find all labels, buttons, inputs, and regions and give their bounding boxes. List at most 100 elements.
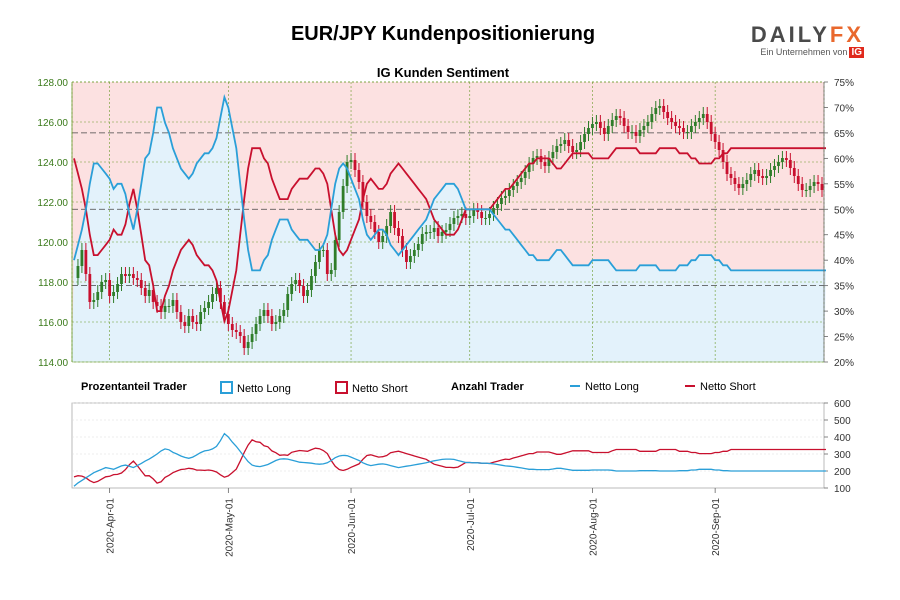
- candle-body: [721, 150, 725, 162]
- candle: [104, 273, 108, 289]
- candle: [278, 309, 282, 329]
- candle: [737, 177, 741, 195]
- price-tick-label: 118.00: [38, 278, 68, 289]
- candle-body: [614, 116, 618, 120]
- candle-body: [484, 218, 487, 219]
- candle-body: [598, 122, 602, 128]
- candle-body: [329, 270, 333, 274]
- candle-body: [697, 118, 701, 122]
- candle-body: [769, 170, 772, 176]
- candle: [749, 167, 753, 187]
- candle: [84, 243, 88, 281]
- candle-body: [468, 216, 472, 218]
- chart-title: EUR/JPY Kundenpositionierung: [290, 23, 596, 45]
- percent-tick-label: 75%: [834, 78, 854, 89]
- candle-body: [294, 280, 298, 284]
- candle-body: [234, 330, 238, 332]
- candle: [440, 225, 444, 243]
- candle-body: [496, 204, 499, 208]
- candle-body: [622, 118, 626, 126]
- candle: [773, 159, 776, 177]
- candle-body: [689, 126, 693, 132]
- candle: [531, 151, 535, 171]
- count-tick-label: 300: [834, 450, 851, 461]
- candle-body: [428, 232, 432, 233]
- candle: [614, 109, 618, 127]
- candle: [769, 163, 772, 183]
- candle-body: [444, 230, 448, 232]
- candle-body: [630, 132, 634, 133]
- candle-body: [531, 158, 535, 164]
- candle-body: [563, 140, 567, 144]
- candle-body: [179, 312, 183, 322]
- legend-cnt-long: Netto Long: [570, 381, 639, 393]
- candle-body: [436, 228, 440, 236]
- candle-body: [591, 124, 594, 128]
- candle: [274, 315, 278, 331]
- candle: [792, 161, 796, 183]
- candle: [310, 269, 313, 297]
- count-tick-label: 200: [834, 467, 851, 478]
- candle-body: [610, 120, 614, 126]
- candle: [701, 107, 705, 125]
- candle: [602, 121, 606, 141]
- candle: [139, 273, 143, 295]
- candle: [678, 119, 681, 135]
- candle-body: [583, 134, 586, 142]
- candle-body: [456, 216, 460, 218]
- candle-body: [120, 274, 123, 284]
- candle: [179, 305, 183, 329]
- candle-body: [203, 308, 207, 312]
- candle-body: [440, 232, 444, 236]
- candle-body: [500, 198, 503, 204]
- candle: [551, 145, 555, 165]
- candle: [266, 303, 270, 323]
- candle: [412, 243, 416, 263]
- candle: [128, 267, 131, 283]
- candle-body: [713, 134, 717, 142]
- price-tick-label: 116.00: [38, 318, 68, 329]
- candle-body: [658, 106, 662, 108]
- candle: [484, 211, 487, 225]
- candle-body: [717, 142, 721, 150]
- candle-body: [587, 128, 590, 134]
- candle: [191, 309, 195, 329]
- candle-body: [602, 128, 606, 134]
- count-tick-label: 500: [834, 416, 851, 427]
- candle-body: [80, 250, 84, 266]
- candle: [662, 99, 666, 119]
- candle: [741, 177, 745, 195]
- candle: [808, 179, 812, 197]
- candle: [120, 267, 123, 291]
- candle-body: [606, 126, 610, 134]
- candle-body: [361, 182, 365, 202]
- date-tick-label: 2020-Jun-01: [347, 498, 358, 555]
- candle: [92, 293, 96, 309]
- candle-body: [302, 286, 305, 296]
- candle-body: [733, 178, 737, 184]
- candle-body: [290, 284, 294, 294]
- candle: [642, 119, 646, 137]
- candle: [777, 155, 780, 173]
- candle: [598, 115, 602, 135]
- candle: [717, 135, 721, 157]
- candle: [397, 221, 400, 243]
- candle: [353, 153, 357, 177]
- candle-body: [729, 174, 733, 178]
- candle-body: [650, 114, 654, 122]
- candle: [583, 127, 586, 149]
- candle: [424, 225, 428, 241]
- price-tick-label: 126.00: [37, 118, 68, 129]
- candle: [369, 209, 373, 229]
- price-tick-label: 128.00: [37, 78, 68, 89]
- candle-body: [381, 236, 385, 242]
- candle-body: [634, 132, 638, 136]
- candle-body: [167, 306, 171, 307]
- candle: [306, 283, 309, 303]
- percent-tick-label: 30%: [834, 307, 854, 318]
- candle: [147, 283, 151, 303]
- candle-body: [250, 334, 254, 342]
- candle-body: [207, 302, 210, 308]
- candle-body: [579, 142, 582, 150]
- candle-body: [682, 128, 685, 132]
